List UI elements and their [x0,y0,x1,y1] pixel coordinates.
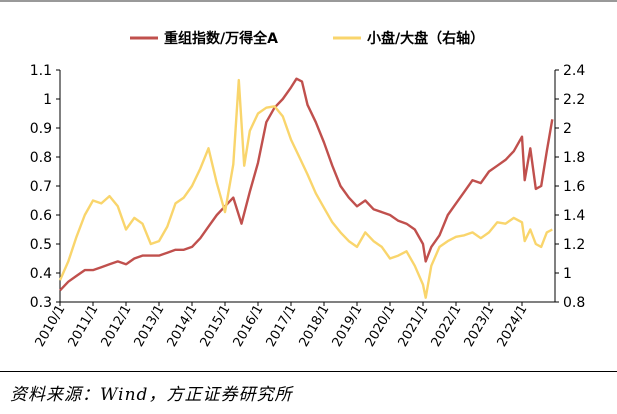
legend-entry-restructure-label: 重组指数/万得全A [164,30,278,47]
y-left-tick-label: 0.7 [30,179,52,195]
x-tick-label: 2014/1 [165,303,201,350]
x-tick-label: 2017/1 [264,303,300,350]
x-tick-label: 2015/1 [198,303,234,350]
y-right-tick-label: 1.6 [563,179,585,195]
y-left-tick-label: 0.9 [30,121,52,137]
x-tick-label: 2022/1 [429,303,465,350]
top-rule [0,0,617,2]
x-tick-label: 2020/1 [363,303,399,350]
legend-entry-small-large-label: 小盘/大盘（右轴） [367,30,484,47]
y-left-tick-label: 1 [43,92,52,108]
y-right-tick-label: 2.4 [563,63,585,79]
y-right-tick-label: 1.8 [563,150,585,166]
y-left-tick-label: 0.5 [30,237,52,253]
y-left-tick-label: 0.8 [30,150,52,166]
x-tick-label: 2021/1 [396,303,432,350]
x-tick-label: 2013/1 [132,303,168,350]
y-right-tick-label: 1.4 [563,208,585,224]
series-line-restructure-ratio [59,77,554,292]
y-right-tick-label: 1.2 [563,237,585,253]
y-left-tick-label: 0.6 [30,208,52,224]
y-left-tick-label: 0.3 [30,295,52,311]
y-right-tick-label: 0.8 [563,295,585,311]
source-divider [0,371,617,372]
source-note: 资料来源：Wind，方正证券研究所 [10,385,293,405]
series-line-small-large-ratio [58,78,553,299]
x-tick-label: 2024/1 [495,303,531,350]
x-tick-label: 2011/1 [66,303,102,350]
y-right-tick-label: 2.2 [563,92,585,108]
y-left-tick-label: 0.4 [30,266,52,282]
x-tick-label: 2016/1 [231,303,267,350]
x-tick-label: 2012/1 [99,303,135,350]
y-right-tick-label: 1 [563,266,572,282]
y-right-tick-label: 2 [563,121,572,137]
x-tick-label: 2018/1 [297,303,333,350]
x-tick-label: 2023/1 [462,303,498,350]
x-tick-label: 2019/1 [330,303,366,350]
y-left-tick-label: 1.1 [30,63,52,79]
